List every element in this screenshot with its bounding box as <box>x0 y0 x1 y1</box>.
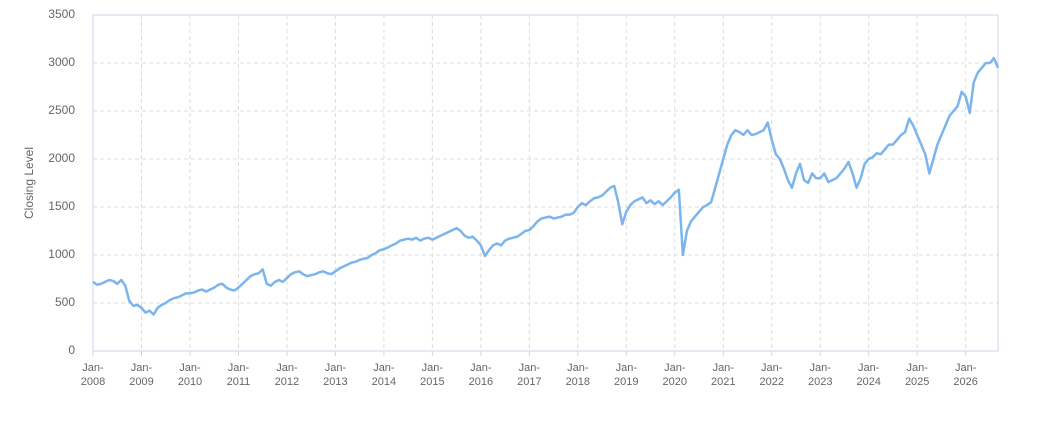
y-tick-label: 2500 <box>48 103 75 117</box>
y-tick-label: 1000 <box>48 247 75 261</box>
x-tick-label: Jan-2015 <box>420 362 445 388</box>
x-tick-label: Jan-2010 <box>177 362 203 388</box>
x-tick-label: Jan-2014 <box>371 362 397 388</box>
y-tick-label: 3000 <box>48 55 75 69</box>
x-tick-label: Jan-2012 <box>274 362 300 388</box>
x-tick-label: Jan-2025 <box>904 362 930 388</box>
x-tick-label: Jan-2009 <box>129 362 154 388</box>
y-tick-label: 500 <box>55 295 75 309</box>
x-tick-label: Jan-2018 <box>565 362 591 388</box>
y-axis-label: Closing Level <box>22 147 36 219</box>
x-tick-label: Jan-2017 <box>517 362 542 388</box>
x-tick-label: Jan-2022 <box>759 362 784 388</box>
x-tick-label: Jan-2011 <box>226 362 251 388</box>
y-tick-label: 2000 <box>48 151 75 165</box>
x-tick-label: Jan-2013 <box>323 362 348 388</box>
x-tick-label: Jan-2019 <box>614 362 639 388</box>
x-tick-label: Jan-2008 <box>80 362 106 388</box>
x-tick-label: Jan-2026 <box>953 362 978 388</box>
line-series <box>92 56 1000 316</box>
x-tick-label: Jan-2023 <box>807 362 833 388</box>
y-tick-label: 3500 <box>48 7 75 21</box>
x-tick-label: Jan-2020 <box>662 362 688 388</box>
y-tick-label: 0 <box>68 343 75 357</box>
x-tick-label: Jan-2016 <box>468 362 494 388</box>
x-tick-label: Jan-2024 <box>856 362 881 388</box>
plot-border <box>92 14 999 352</box>
y-tick-label: 1500 <box>48 199 75 213</box>
x-tick-label: Jan-2021 <box>711 362 736 388</box>
